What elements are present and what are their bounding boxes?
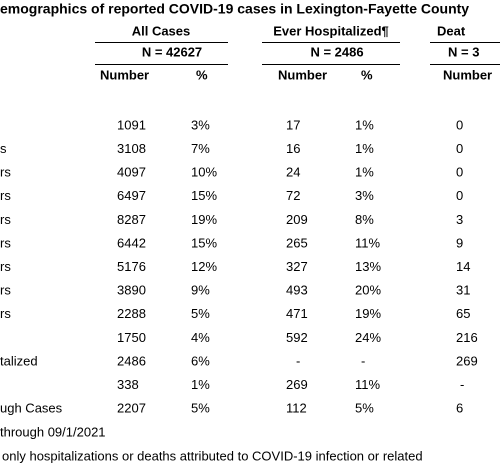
cell-number: 6497 [117, 188, 146, 203]
cell-number: 2207 [117, 401, 146, 416]
cell-percent: 15% [191, 188, 217, 203]
cell-percent: 6% [191, 353, 210, 368]
cell-number: 265 [286, 235, 308, 250]
cell-number: 0 [456, 165, 463, 180]
cell-number: 9 [456, 235, 463, 250]
cell-percent: 11% [355, 377, 380, 392]
group-header: Ever Hospitalized¶ [273, 23, 389, 38]
cell-percent: - [361, 353, 365, 368]
cell-number: 17 [286, 117, 300, 132]
cell-number: 338 [117, 377, 139, 392]
cell-number: 327 [286, 259, 308, 274]
cell-percent: 4% [191, 330, 210, 345]
row-label: talized [0, 353, 38, 368]
row-label: rs [0, 165, 11, 180]
row-label: rs [0, 306, 11, 321]
cell-number: 31 [456, 283, 470, 298]
column-header: Number [278, 67, 327, 82]
cell-percent: 11% [355, 235, 380, 250]
cell-percent: 13% [355, 259, 381, 274]
cell-number: 65 [456, 306, 470, 321]
cell-number: 216 [456, 330, 478, 345]
cell-percent: 15% [191, 235, 217, 250]
group-header: Deat [437, 23, 466, 38]
cell-percent: 7% [191, 141, 210, 156]
cell-number: 16 [286, 141, 300, 156]
cell-number: 5176 [117, 259, 146, 274]
row-label: rs [0, 259, 11, 274]
cell-percent: 12% [191, 259, 217, 274]
column-header: % [196, 67, 208, 82]
cell-percent: 5% [355, 401, 374, 416]
cell-number: 24 [286, 165, 300, 180]
row-label: rs [0, 188, 11, 203]
cell-number: 1091 [117, 117, 146, 132]
cell-percent: 10% [191, 165, 217, 180]
cell-percent: 9% [191, 283, 210, 298]
cell-percent: 8% [355, 212, 374, 227]
cell-number: 4097 [117, 165, 146, 180]
cell-number: 0 [456, 141, 463, 156]
row-label: s [0, 141, 7, 156]
row-label: rs [0, 212, 11, 227]
table-title: emographics of reported COVID-19 cases i… [0, 1, 469, 17]
cell-percent: 19% [191, 212, 217, 227]
cell-number: 8287 [117, 212, 146, 227]
column-header: Number [443, 67, 492, 82]
cell-percent: 24% [355, 330, 381, 345]
cell-percent: 5% [191, 306, 210, 321]
row-label: ugh Cases [0, 401, 63, 416]
cell-number: 0 [456, 117, 463, 132]
cell-number: 471 [286, 306, 308, 321]
column-header: % [361, 67, 373, 82]
cell-percent: 5% [191, 401, 210, 416]
cell-percent: 1% [355, 141, 374, 156]
cell-percent: 3% [355, 188, 374, 203]
cell-percent: 3% [191, 117, 210, 132]
cell-number: 72 [286, 188, 300, 203]
cell-number: 269 [456, 353, 478, 368]
cell-number: 3890 [117, 283, 146, 298]
row-label: rs [0, 283, 11, 298]
cell-number: 2288 [117, 306, 146, 321]
group-count: N = 3 [448, 44, 479, 59]
cell-number: 112 [286, 401, 307, 416]
cell-percent: 1% [355, 117, 374, 132]
cell-percent: 1% [191, 377, 210, 392]
group-header: All Cases [132, 23, 191, 38]
row-label: rs [0, 235, 11, 250]
cell-number: 6442 [117, 235, 146, 250]
cell-number: 493 [286, 283, 308, 298]
cell-number: 1750 [117, 330, 146, 345]
cell-number: 14 [456, 259, 470, 274]
cell-number: 2486 [117, 353, 146, 368]
cell-percent: 19% [355, 306, 381, 321]
cell-number: - [296, 353, 300, 368]
cell-number: 269 [286, 377, 308, 392]
cell-number: 3108 [117, 141, 146, 156]
group-count: N = 2486 [310, 44, 363, 59]
footnote: only hospitalizations or deaths attribut… [2, 448, 423, 463]
cell-number: - [460, 377, 464, 392]
column-header: Number [100, 67, 149, 82]
cell-number: 592 [286, 330, 308, 345]
cell-number: 6 [456, 401, 463, 416]
group-count: N = 42627 [142, 44, 202, 59]
cell-percent: 20% [355, 283, 381, 298]
cell-percent: 1% [355, 165, 374, 180]
cell-number: 3 [456, 212, 463, 227]
cell-number: 209 [286, 212, 308, 227]
cell-number: 0 [456, 188, 463, 203]
footnote: through 09/1/2021 [0, 424, 106, 439]
